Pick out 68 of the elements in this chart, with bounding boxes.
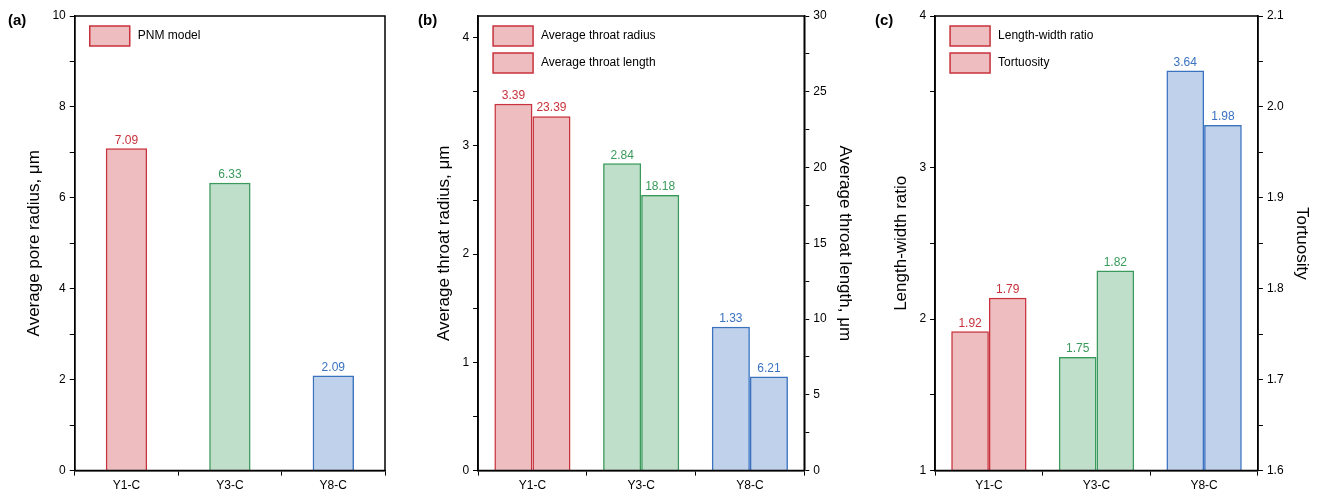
y2-tick-label: 15: [813, 235, 827, 250]
y-tick-label: 0: [59, 462, 67, 477]
legend-label: Tortuosity: [998, 55, 1050, 70]
y2-tick-label: 2.1: [1266, 8, 1284, 23]
data-label: 18.18: [645, 179, 676, 194]
y-tick-label: 3: [919, 159, 927, 174]
legend-label: Average throat radius: [541, 28, 656, 43]
y-tick-label: 3: [462, 138, 470, 153]
data-label: 6.21: [757, 360, 781, 375]
legend-label: PNM model: [137, 28, 201, 43]
y2-axis-title: Tortuosity: [1293, 206, 1313, 281]
y-tick-label: 2: [462, 246, 470, 261]
x-tick-label: Y1-C: [975, 478, 1003, 493]
y-tick-label: 10: [52, 8, 67, 23]
data-label: 3.64: [1173, 54, 1198, 69]
y2-tick-label: 10: [813, 311, 827, 326]
y2-tick-label: 1.8: [1266, 281, 1284, 296]
y-axis-title: Average pore radius, μm: [23, 150, 43, 337]
data-label: 2.09: [321, 359, 346, 374]
y2-tick-label: 1.9: [1266, 190, 1284, 205]
y2-tick-label: 2.0: [1266, 99, 1284, 114]
data-label: 2.84: [610, 147, 635, 162]
y-axis-title: Length-width ratio: [890, 175, 910, 311]
x-tick-label: Y1-C: [112, 478, 141, 493]
data-label: 1.82: [1103, 254, 1128, 269]
y2-axis-title: Average throat length, μm: [836, 145, 856, 342]
y-tick-label: 4: [919, 8, 927, 23]
data-label: 1.98: [1211, 109, 1235, 124]
data-label: 1.33: [719, 310, 743, 325]
y-tick-label: 4: [59, 281, 67, 296]
y-tick-label: 0: [462, 462, 470, 477]
bar: [312, 375, 354, 471]
data-label: 6.33: [218, 167, 242, 182]
x-tick-label: Y3-C: [627, 478, 656, 493]
chart-title: (c): [875, 11, 894, 29]
x-tick-label: Y1-C: [518, 478, 547, 493]
y2-tick-label: 1.6: [1266, 462, 1284, 477]
data-label: 1.75: [1065, 341, 1090, 356]
chart-title: (a): [8, 11, 27, 29]
legend-label: Average throat length: [541, 55, 656, 70]
y2-tick-label: 5: [813, 387, 821, 402]
bar: [105, 148, 148, 471]
data-label: 1.79: [996, 282, 1020, 297]
bar: [209, 182, 251, 471]
y-tick-label: 6: [59, 190, 67, 205]
data-label: 1.92: [958, 315, 983, 330]
y2-tick-label: 25: [813, 84, 827, 99]
y-axis-title: Average throat radius, μm: [433, 145, 453, 342]
y-tick-label: 4: [462, 29, 470, 44]
y2-tick-label: 30: [813, 8, 827, 23]
x-tick-label: Y3-C: [1082, 478, 1111, 493]
y-tick-label: 2: [59, 371, 67, 386]
x-tick-label: Y8-C: [319, 478, 348, 493]
data-label: 23.39: [536, 100, 567, 115]
legend-label: Length-width ratio: [998, 28, 1094, 43]
x-tick-label: Y8-C: [1190, 478, 1219, 493]
data-label: 3.39: [501, 87, 526, 102]
y2-tick-label: 20: [813, 159, 827, 174]
x-tick-label: Y8-C: [736, 478, 764, 493]
y2-tick-label: 0: [813, 462, 821, 477]
y-tick-label: 1: [462, 354, 470, 369]
y-tick-label: 2: [919, 311, 927, 326]
y-tick-label: 1: [919, 462, 927, 477]
y-tick-label: 8: [59, 99, 67, 114]
y2-tick-label: 1.7: [1266, 371, 1284, 386]
data-label: 7.09: [114, 132, 139, 147]
chart-title: (b): [418, 11, 438, 29]
x-tick-label: Y3-C: [216, 478, 244, 493]
